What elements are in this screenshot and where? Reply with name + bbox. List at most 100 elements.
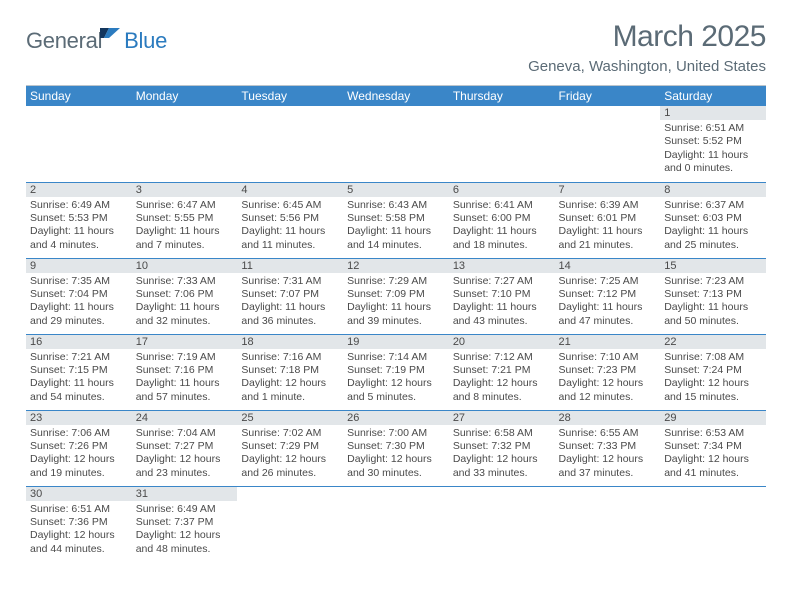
daylight-text: Daylight: 12 hours and 23 minutes. <box>136 453 234 480</box>
daylight-text: Daylight: 12 hours and 44 minutes. <box>30 529 128 556</box>
day-number: 23 <box>26 411 132 425</box>
weekday-header: Thursday <box>449 86 555 107</box>
day-details: Sunrise: 6:51 AMSunset: 5:52 PMDaylight:… <box>660 120 766 178</box>
sunset-text: Sunset: 6:03 PM <box>664 212 762 225</box>
calendar-day-cell: 2Sunrise: 6:49 AMSunset: 5:53 PMDaylight… <box>26 182 132 258</box>
daylight-text: Daylight: 11 hours and 21 minutes. <box>559 225 657 252</box>
day-number: 12 <box>343 259 449 273</box>
sunrise-text: Sunrise: 7:16 AM <box>241 351 339 364</box>
calendar-day-cell <box>343 106 449 182</box>
calendar-day-cell: 7Sunrise: 6:39 AMSunset: 6:01 PMDaylight… <box>555 182 661 258</box>
weekday-header: Tuesday <box>237 86 343 107</box>
calendar-day-cell: 15Sunrise: 7:23 AMSunset: 7:13 PMDayligh… <box>660 258 766 334</box>
sunrise-text: Sunrise: 6:41 AM <box>453 199 551 212</box>
sunrise-text: Sunrise: 7:14 AM <box>347 351 445 364</box>
daylight-text: Daylight: 11 hours and 57 minutes. <box>136 377 234 404</box>
logo: General Blue <box>26 28 167 54</box>
daylight-text: Daylight: 11 hours and 39 minutes. <box>347 301 445 328</box>
header-row: General Blue March 2025 Geneva, Washingt… <box>26 20 766 75</box>
day-details: Sunrise: 7:21 AMSunset: 7:15 PMDaylight:… <box>26 349 132 407</box>
day-details: Sunrise: 7:27 AMSunset: 7:10 PMDaylight:… <box>449 273 555 331</box>
sunrise-text: Sunrise: 7:21 AM <box>30 351 128 364</box>
calendar-day-cell <box>555 486 661 562</box>
calendar-day-cell: 10Sunrise: 7:33 AMSunset: 7:06 PMDayligh… <box>132 258 238 334</box>
day-number: 27 <box>449 411 555 425</box>
daylight-text: Daylight: 12 hours and 37 minutes. <box>559 453 657 480</box>
daylight-text: Daylight: 11 hours and 14 minutes. <box>347 225 445 252</box>
calendar-day-cell: 17Sunrise: 7:19 AMSunset: 7:16 PMDayligh… <box>132 334 238 410</box>
day-number: 18 <box>237 335 343 349</box>
logo-word-1: General <box>26 28 102 54</box>
day-number: 14 <box>555 259 661 273</box>
sunrise-text: Sunrise: 6:51 AM <box>30 503 128 516</box>
daylight-text: Daylight: 11 hours and 29 minutes. <box>30 301 128 328</box>
sunset-text: Sunset: 7:26 PM <box>30 440 128 453</box>
calendar-day-cell <box>132 106 238 182</box>
day-details: Sunrise: 6:43 AMSunset: 5:58 PMDaylight:… <box>343 197 449 255</box>
weekday-header: Saturday <box>660 86 766 107</box>
sunset-text: Sunset: 7:19 PM <box>347 364 445 377</box>
day-number: 20 <box>449 335 555 349</box>
sunset-text: Sunset: 5:53 PM <box>30 212 128 225</box>
day-number: 1 <box>660 106 766 120</box>
day-details: Sunrise: 6:37 AMSunset: 6:03 PMDaylight:… <box>660 197 766 255</box>
day-details <box>555 108 661 112</box>
location-text: Geneva, Washington, United States <box>528 58 766 75</box>
sunrise-text: Sunrise: 6:51 AM <box>664 122 762 135</box>
calendar-day-cell <box>343 486 449 562</box>
calendar-day-cell: 1Sunrise: 6:51 AMSunset: 5:52 PMDaylight… <box>660 106 766 182</box>
weekday-header: Wednesday <box>343 86 449 107</box>
day-details: Sunrise: 6:53 AMSunset: 7:34 PMDaylight:… <box>660 425 766 483</box>
daylight-text: Daylight: 11 hours and 43 minutes. <box>453 301 551 328</box>
sunset-text: Sunset: 6:01 PM <box>559 212 657 225</box>
month-title: March 2025 <box>528 20 766 54</box>
day-details: Sunrise: 7:08 AMSunset: 7:24 PMDaylight:… <box>660 349 766 407</box>
calendar-day-cell: 11Sunrise: 7:31 AMSunset: 7:07 PMDayligh… <box>237 258 343 334</box>
calendar-day-cell: 13Sunrise: 7:27 AMSunset: 7:10 PMDayligh… <box>449 258 555 334</box>
day-number: 10 <box>132 259 238 273</box>
daylight-text: Daylight: 11 hours and 4 minutes. <box>30 225 128 252</box>
calendar-day-cell: 18Sunrise: 7:16 AMSunset: 7:18 PMDayligh… <box>237 334 343 410</box>
daylight-text: Daylight: 11 hours and 0 minutes. <box>664 149 762 176</box>
daylight-text: Daylight: 12 hours and 15 minutes. <box>664 377 762 404</box>
day-details: Sunrise: 6:47 AMSunset: 5:55 PMDaylight:… <box>132 197 238 255</box>
day-details <box>237 108 343 112</box>
day-details <box>343 108 449 112</box>
calendar-day-cell: 28Sunrise: 6:55 AMSunset: 7:33 PMDayligh… <box>555 410 661 486</box>
day-details: Sunrise: 7:19 AMSunset: 7:16 PMDaylight:… <box>132 349 238 407</box>
day-details: Sunrise: 7:14 AMSunset: 7:19 PMDaylight:… <box>343 349 449 407</box>
daylight-text: Daylight: 11 hours and 7 minutes. <box>136 225 234 252</box>
day-number: 2 <box>26 183 132 197</box>
sunrise-text: Sunrise: 7:19 AM <box>136 351 234 364</box>
sunrise-text: Sunrise: 7:00 AM <box>347 427 445 440</box>
calendar-day-cell: 5Sunrise: 6:43 AMSunset: 5:58 PMDaylight… <box>343 182 449 258</box>
sunset-text: Sunset: 7:21 PM <box>453 364 551 377</box>
sunset-text: Sunset: 7:16 PM <box>136 364 234 377</box>
calendar-day-cell: 30Sunrise: 6:51 AMSunset: 7:36 PMDayligh… <box>26 486 132 562</box>
daylight-text: Daylight: 12 hours and 48 minutes. <box>136 529 234 556</box>
day-details: Sunrise: 7:31 AMSunset: 7:07 PMDaylight:… <box>237 273 343 331</box>
sunrise-text: Sunrise: 6:37 AM <box>664 199 762 212</box>
day-number: 25 <box>237 411 343 425</box>
calendar-day-cell: 27Sunrise: 6:58 AMSunset: 7:32 PMDayligh… <box>449 410 555 486</box>
day-details: Sunrise: 6:45 AMSunset: 5:56 PMDaylight:… <box>237 197 343 255</box>
calendar-day-cell: 16Sunrise: 7:21 AMSunset: 7:15 PMDayligh… <box>26 334 132 410</box>
sunset-text: Sunset: 7:24 PM <box>664 364 762 377</box>
day-details: Sunrise: 7:10 AMSunset: 7:23 PMDaylight:… <box>555 349 661 407</box>
daylight-text: Daylight: 12 hours and 12 minutes. <box>559 377 657 404</box>
calendar-week-row: 1Sunrise: 6:51 AMSunset: 5:52 PMDaylight… <box>26 106 766 182</box>
sunset-text: Sunset: 7:29 PM <box>241 440 339 453</box>
sunset-text: Sunset: 7:13 PM <box>664 288 762 301</box>
day-details: Sunrise: 7:29 AMSunset: 7:09 PMDaylight:… <box>343 273 449 331</box>
sunrise-text: Sunrise: 6:45 AM <box>241 199 339 212</box>
daylight-text: Daylight: 11 hours and 50 minutes. <box>664 301 762 328</box>
calendar-day-cell: 20Sunrise: 7:12 AMSunset: 7:21 PMDayligh… <box>449 334 555 410</box>
day-details: Sunrise: 6:51 AMSunset: 7:36 PMDaylight:… <box>26 501 132 559</box>
day-details: Sunrise: 7:33 AMSunset: 7:06 PMDaylight:… <box>132 273 238 331</box>
weekday-header: Friday <box>555 86 661 107</box>
sunset-text: Sunset: 7:34 PM <box>664 440 762 453</box>
day-number: 6 <box>449 183 555 197</box>
sunrise-text: Sunrise: 6:43 AM <box>347 199 445 212</box>
sunset-text: Sunset: 5:52 PM <box>664 135 762 148</box>
daylight-text: Daylight: 12 hours and 8 minutes. <box>453 377 551 404</box>
